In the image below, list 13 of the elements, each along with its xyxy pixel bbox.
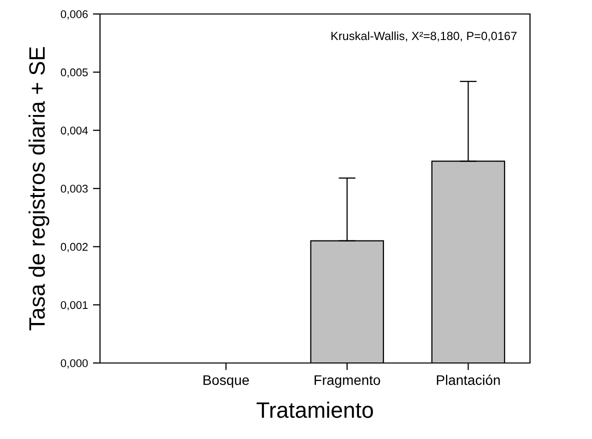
- y-tick-label: 0,003: [60, 184, 88, 194]
- annotation: Kruskal-Wallis, X²=8,180, P=0,0167: [332, 31, 517, 42]
- y-tick-label: 0,005: [60, 68, 88, 78]
- y-tick-label: 0,006: [60, 10, 88, 20]
- y-tick-label: 0,004: [60, 126, 88, 136]
- x-tick-label: Fragmento: [314, 375, 380, 388]
- x-tick-label: Plantación: [436, 374, 500, 386]
- x-tick-label: Bosque: [204, 375, 249, 388]
- y-tick-label: 0,002: [60, 242, 88, 252]
- y-tick-label: 0,000: [60, 359, 88, 368]
- y-axis-title: Tasa de registros diaria + SE: [28, 47, 50, 330]
- x-axis-title: Tratamiento: [256, 402, 373, 418]
- y-tick-label: 0,001: [60, 301, 88, 310]
